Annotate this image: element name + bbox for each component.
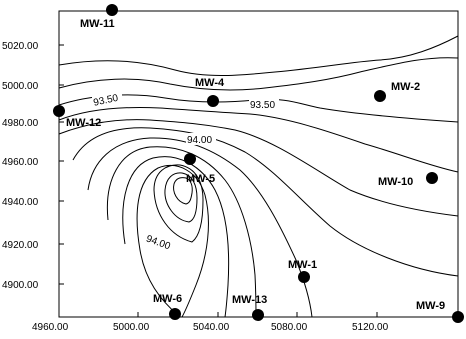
well-label: MW-1 bbox=[288, 259, 317, 271]
x-tick-label: 5120.00 bbox=[352, 322, 389, 333]
contour-value-label: 93.50 bbox=[250, 100, 275, 111]
contour-line bbox=[164, 172, 198, 223]
y-tick-label: 5020.00 bbox=[2, 41, 39, 52]
well-marker bbox=[53, 105, 65, 117]
well-label: MW-5 bbox=[186, 173, 215, 185]
x-tick-label: 4960.00 bbox=[32, 322, 69, 333]
y-tick-label: 4920.00 bbox=[2, 240, 39, 251]
contour-line bbox=[58, 107, 459, 173]
well-label: MW-6 bbox=[153, 293, 182, 305]
well-label: MW-9 bbox=[416, 300, 445, 312]
contour-line bbox=[72, 127, 459, 277]
x-axis: 4960.00 5000.00 5040.00 5080.00 5120.00 bbox=[32, 312, 389, 333]
well-label: MW-2 bbox=[391, 81, 420, 93]
contour-line bbox=[136, 165, 209, 318]
well-label: MW-13 bbox=[232, 294, 267, 306]
contour-line bbox=[173, 177, 193, 205]
well-label: MW-11 bbox=[80, 18, 115, 30]
x-tick-label: 5040.00 bbox=[193, 322, 230, 333]
well-marker bbox=[106, 4, 118, 16]
x-tick-label: 5000.00 bbox=[113, 322, 150, 333]
y-tick-label: 4940.00 bbox=[2, 197, 39, 208]
wells: MW-11 MW-12 MW-4 MW-2 MW-5 MW-10 MW-1 MW… bbox=[53, 4, 464, 323]
y-axis: 5020.00 5000.00 4980.00 4960.00 4940.00 … bbox=[2, 41, 64, 291]
y-tick-label: 4960.00 bbox=[2, 157, 39, 168]
contour-line bbox=[58, 119, 459, 217]
well-marker bbox=[426, 172, 438, 184]
contour-line bbox=[106, 146, 257, 318]
y-tick-label: 5000.00 bbox=[2, 81, 39, 92]
contour-lines bbox=[58, 35, 459, 318]
contour-line bbox=[153, 164, 204, 243]
contour-line bbox=[58, 35, 459, 76]
y-tick-label: 4900.00 bbox=[2, 280, 39, 291]
contour-line bbox=[122, 156, 230, 318]
contour-value-label: 94.00 bbox=[187, 135, 212, 146]
well-marker bbox=[452, 311, 464, 323]
contour-line bbox=[58, 57, 459, 91]
x-tick-label: 5080.00 bbox=[271, 322, 308, 333]
well-label: MW-10 bbox=[378, 176, 413, 188]
well-label: MW-4 bbox=[195, 77, 225, 89]
plot-frame bbox=[58, 10, 459, 318]
well-label: MW-12 bbox=[66, 117, 101, 129]
contour-line bbox=[87, 137, 313, 318]
contour-labels: 93.50 93.50 94.00 94.00 bbox=[92, 93, 279, 252]
well-marker bbox=[298, 271, 310, 283]
contour-value-label: 93.50 bbox=[92, 93, 119, 109]
well-marker bbox=[169, 308, 181, 320]
well-marker bbox=[374, 90, 386, 102]
well-marker bbox=[207, 95, 219, 107]
well-marker bbox=[252, 309, 264, 321]
y-tick-label: 4980.00 bbox=[2, 118, 39, 129]
well-marker bbox=[184, 153, 196, 165]
